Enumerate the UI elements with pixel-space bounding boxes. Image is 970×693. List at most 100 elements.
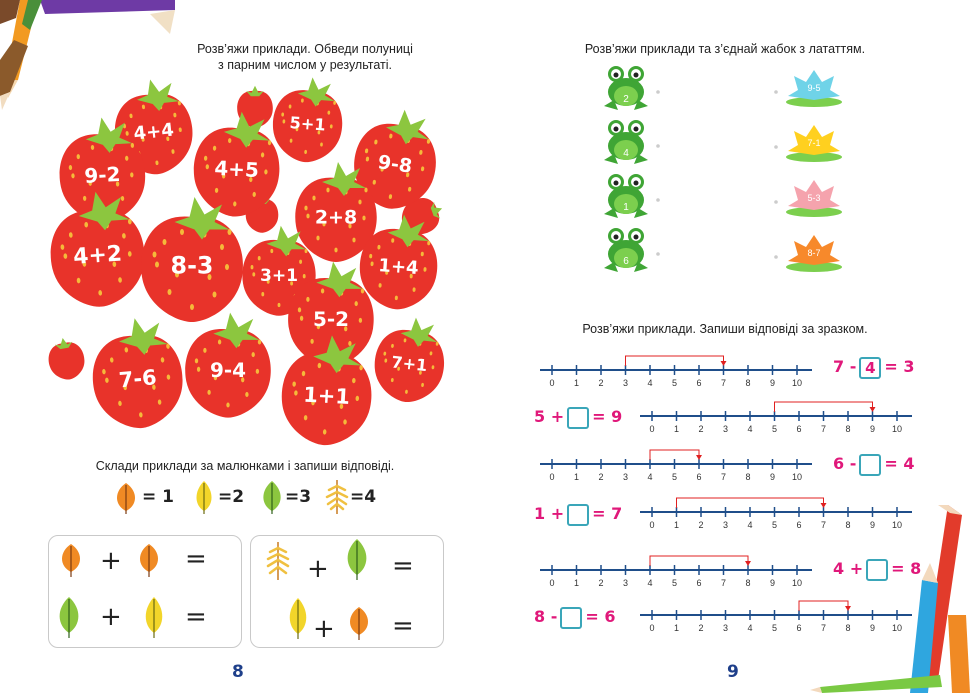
strawberry[interactable]: 9-2 — [57, 115, 148, 224]
tick-label: 9 — [870, 520, 875, 530]
strawberry-expression: 9-2 — [84, 162, 121, 188]
tick-label: 1 — [574, 378, 579, 388]
right-instruction-number-lines: Розв’яжи приклади. Запиши відповіді за з… — [582, 322, 868, 336]
connect-dot[interactable] — [656, 144, 660, 148]
frog-icon[interactable]: 6 — [604, 228, 660, 272]
tick-label: 0 — [649, 424, 654, 434]
tick-label: 10 — [892, 520, 902, 530]
strawberry[interactable]: 4+5 — [191, 109, 282, 218]
equals-sign: = — [392, 611, 414, 641]
tick-label: 6 — [696, 472, 701, 482]
tick-label: 2 — [598, 472, 603, 482]
strawberry[interactable]: 2+8 — [295, 162, 377, 262]
equation-3-op: - — [849, 454, 857, 473]
tick-label: 4 — [647, 578, 652, 588]
strawberry-leaves-icon — [297, 77, 335, 107]
answer-box[interactable] — [866, 558, 889, 581]
orange-leaf-icon — [140, 544, 158, 577]
pencil-orange-icon — [948, 615, 970, 693]
orange-leaf-icon — [62, 544, 80, 577]
strawberry[interactable]: 7+1 — [371, 314, 449, 406]
frog-icon[interactable]: 2 — [604, 66, 660, 110]
strawberry[interactable]: 5-2 — [288, 261, 374, 367]
answer-box[interactable]: 4 — [859, 356, 882, 379]
tick-label: 7 — [821, 623, 826, 633]
leaf-key-value-2: =2 — [218, 487, 245, 507]
strawberry-expression: 8-3 — [171, 252, 214, 280]
green-leaf-icon — [59, 597, 79, 638]
connect-dot[interactable] — [656, 90, 660, 94]
left-instruction-strawberries: Розв’яжи приклади. Обведи полуниці з пар… — [197, 42, 413, 72]
leaf-key-value-3: =3 — [285, 487, 312, 507]
pencils-decoration-bottom-right — [810, 505, 970, 693]
pencil-purple-icon — [40, 0, 175, 34]
tick-label: 6 — [796, 623, 801, 633]
tick-label: 0 — [549, 578, 554, 588]
strawberry[interactable]: 1+1 — [279, 333, 374, 448]
strawberry-leaves-icon — [400, 317, 438, 347]
lily-icon[interactable]: 7-1 — [774, 125, 842, 162]
answer-box[interactable] — [567, 406, 590, 429]
strawberry[interactable]: 9-4 — [185, 312, 271, 418]
strawberry[interactable]: 5+1 — [270, 75, 345, 165]
strawberry-expression: 3+1 — [260, 266, 298, 286]
equation-2-op: + — [550, 407, 565, 426]
strawberry[interactable]: 1+4 — [357, 212, 441, 312]
connect-dot[interactable] — [774, 90, 778, 94]
strawberry-leaves-icon — [322, 162, 366, 196]
number-lines: 0 1 2 3 4 5 6 7 8 9 100 1 2 3 4 5 6 7 8 9 100 1 2 3 4 5 6 7 8 9 100 1 2 3… — [540, 355, 912, 633]
strawberry[interactable]: 4+2 — [46, 189, 148, 310]
equals-sign: = — [185, 544, 207, 574]
frog-icon[interactable]: 4 — [604, 120, 660, 164]
equation-4: 1 + = 7 — [534, 503, 622, 526]
strawberry[interactable]: 9-8 — [348, 104, 443, 214]
strawberry-leaves-icon — [78, 191, 130, 231]
tick-label: 7 — [721, 378, 726, 388]
equation-5-result: 8 — [910, 559, 922, 578]
connect-dot[interactable] — [774, 145, 778, 149]
answer-box[interactable] — [560, 606, 583, 629]
tick-label: 10 — [792, 578, 802, 588]
tick-label: 9 — [770, 472, 775, 482]
equation-1-a: 7 — [833, 357, 845, 376]
plus-sign: + — [100, 602, 122, 632]
strawberry-expression: 4+4 — [133, 120, 175, 145]
equation-6: 8 - = 6 — [534, 606, 615, 629]
tick-label: 8 — [845, 424, 850, 434]
equals-sign: = — [392, 551, 414, 581]
tick-label: 5 — [672, 472, 677, 482]
answer-box[interactable] — [567, 503, 590, 526]
connect-dot[interactable] — [656, 252, 660, 256]
plus-sign: + — [307, 554, 329, 584]
number-line: 0 1 2 3 4 5 6 7 8 9 10 — [640, 401, 912, 434]
strawberry[interactable]: 7-6 — [88, 314, 187, 431]
tick-label: 5 — [772, 520, 777, 530]
lily-icon[interactable]: 5-3 — [774, 180, 842, 217]
equation-2: 5 + = 9 — [534, 406, 622, 429]
lily-icon[interactable]: 8-7 — [774, 235, 842, 272]
tick-label: 6 — [796, 424, 801, 434]
connect-dot[interactable] — [774, 255, 778, 259]
pencil-green-light-icon — [810, 675, 942, 693]
jump-arrow — [649, 555, 751, 566]
frog-number: 2 — [623, 94, 629, 105]
equation-6-op: - — [550, 607, 558, 626]
tick-label: 8 — [745, 578, 750, 588]
connect-dot[interactable] — [656, 198, 660, 202]
lily-icon[interactable]: 9-5 — [774, 70, 842, 107]
lily-expression: 8-7 — [807, 248, 820, 258]
leaf-key-value-4: =4 — [350, 487, 377, 507]
connect-dot[interactable] — [774, 200, 778, 204]
number-line: 0 1 2 3 4 5 6 7 8 9 10 — [540, 449, 812, 482]
strawberry-expression: 5-2 — [313, 307, 349, 331]
strawberry-leaves-icon — [313, 335, 362, 374]
strawberry[interactable]: 8-3 — [141, 197, 243, 322]
jump-arrow — [649, 449, 702, 460]
tick-label: 10 — [792, 378, 802, 388]
strawberry-leaves-icon — [386, 109, 429, 145]
frog-icon[interactable]: 1 — [604, 174, 660, 218]
equation-6-a: 8 — [534, 607, 546, 626]
answer-box[interactable] — [859, 453, 882, 476]
plus-sign: + — [100, 546, 122, 576]
frog-number: 1 — [623, 202, 629, 213]
